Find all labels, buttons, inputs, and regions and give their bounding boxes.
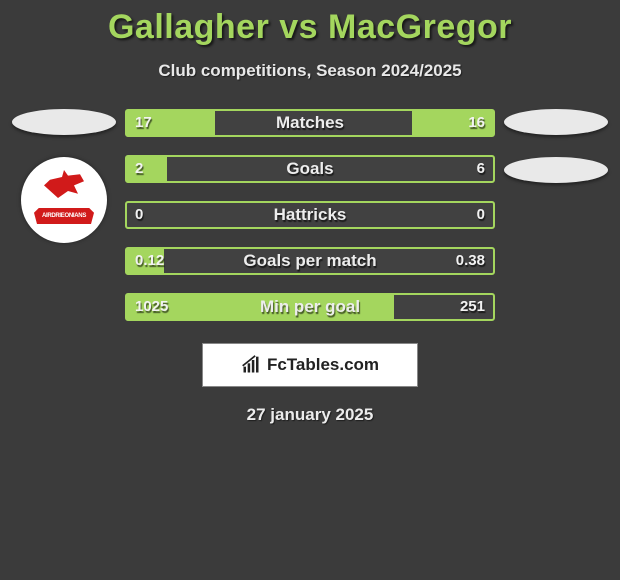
bar-fill-left — [127, 111, 215, 135]
stat-value-right: 0.38 — [456, 249, 485, 273]
bar-fill-right — [412, 111, 493, 135]
stat-label: Goals — [127, 157, 493, 181]
stat-value-right: 251 — [460, 295, 485, 319]
player-photo-placeholder-left — [12, 109, 116, 135]
stat-label: Hattricks — [127, 203, 493, 227]
crest-banner: AIRDRIEONIANS — [34, 208, 94, 224]
date: 27 january 2025 — [0, 405, 620, 425]
brand-chart-icon — [241, 355, 261, 375]
stat-row: Hattricks0 0 — [125, 201, 495, 229]
bar-fill-left — [127, 157, 167, 181]
stat-row: Goals26 — [125, 155, 495, 183]
left-badge-column: AIRDRIEONIANS — [8, 109, 120, 243]
page-title: Gallagher vs MacGregor — [0, 0, 620, 47]
stat-value-left: 0 — [135, 203, 143, 227]
stat-row: Goals per match0.120.38 — [125, 247, 495, 275]
brand-box[interactable]: FcTables.com — [202, 343, 418, 387]
brand-text: FcTables.com — [267, 355, 379, 375]
stat-label: Goals per match — [127, 249, 493, 273]
crest-bird-icon — [44, 170, 84, 198]
stat-value-right: 6 — [477, 157, 485, 181]
comparison-stage: AIRDRIEONIANS Matches1716 Goals26 Hattrick… — [0, 109, 620, 321]
right-badge-column — [500, 109, 612, 205]
bar-fill-left — [127, 249, 164, 273]
stat-value-right: 0 — [477, 203, 485, 227]
subtitle: Club competitions, Season 2024/2025 — [0, 61, 620, 81]
stat-row: Min per goal1025251 — [125, 293, 495, 321]
player-photo-placeholder-right-1 — [504, 109, 608, 135]
bar-fill-left — [127, 295, 394, 319]
stat-bars: Matches1716 Goals26 Hattricks0 0 Goals per m… — [125, 109, 495, 321]
club-crest-left: AIRDRIEONIANS — [21, 157, 107, 243]
stat-row: Matches1716 — [125, 109, 495, 137]
player-photo-placeholder-right-2 — [504, 157, 608, 183]
